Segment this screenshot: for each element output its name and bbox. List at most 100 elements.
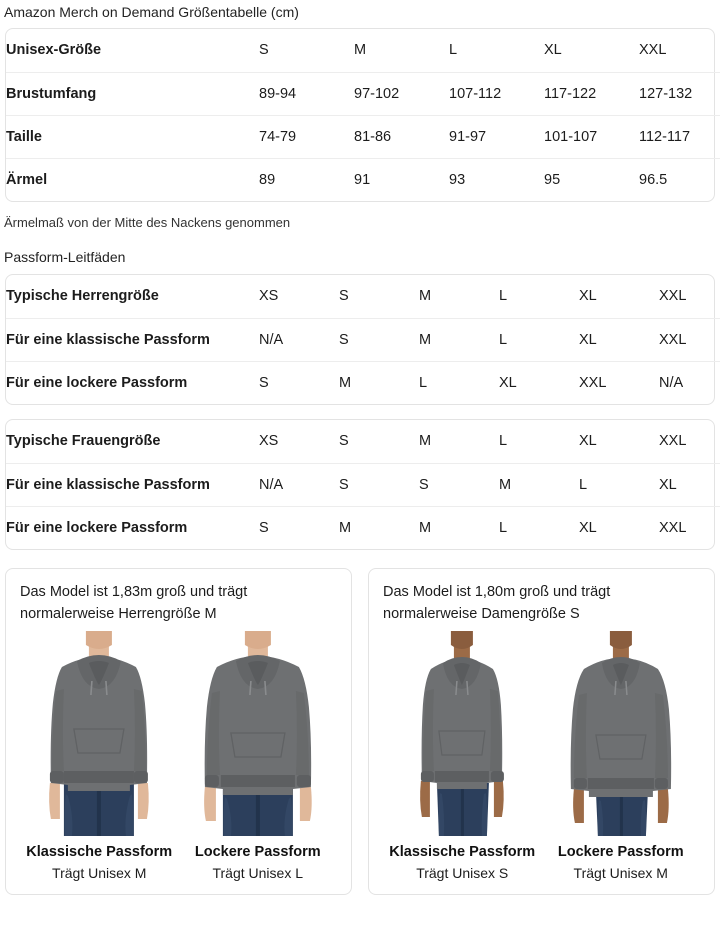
male-classic-fit-photo <box>26 631 172 836</box>
row-label-mens-loose-fit: Für eine lockere Passform <box>6 360 259 404</box>
table-row: Ärmel 89 91 93 95 96.5 <box>6 157 720 201</box>
female-loose-fit-label-group: Lockere Passform Trägt Unisex M <box>542 842 701 884</box>
female-classic-fit-size: Trägt Unisex S <box>416 865 509 881</box>
cell-mens-loose-4: XL <box>499 360 579 404</box>
column-header-m: M <box>354 42 367 59</box>
cell-mens-classic-4: L <box>499 317 579 361</box>
table-row-header: Typische Frauengröße XS S M L XL XXL <box>6 420 720 463</box>
row-label-typical-mens-size: Typische Herrengröße <box>6 288 159 305</box>
cell-chest-l: 107-112 <box>449 71 544 115</box>
cell-mens-loose-6: N/A <box>659 360 720 404</box>
male-loose-fit-photo <box>185 631 331 836</box>
cell-womens-typical-l: L <box>499 433 508 450</box>
female-classic-fit-label-group: Klassische Passform Trägt Unisex S <box>383 842 542 884</box>
table-row: Für eine klassische Passform N/A S M L X… <box>6 317 720 361</box>
female-loose-fit-size: Trägt Unisex M <box>573 865 668 881</box>
cell-mens-classic-2: S <box>339 317 419 361</box>
male-model-caption: Das Model ist 1,83m groß und trägt norma… <box>20 584 248 622</box>
cell-mens-typical-l: L <box>499 288 508 305</box>
mens-fit-table-card: Typische Herrengröße XS S M L XL XXL Für… <box>5 274 720 405</box>
cell-sleeve-m: 91 <box>354 157 449 201</box>
table-spacer <box>0 405 720 419</box>
cell-mens-classic-6: XXL <box>659 317 720 361</box>
table-row-header: Unisex-Größe S M L XL XXL <box>6 29 720 72</box>
female-loose-fit-name: Lockere Passform <box>557 844 684 860</box>
row-label-womens-loose-fit: Für eine lockere Passform <box>6 505 259 549</box>
cell-mens-typical-xxl: XXL <box>659 288 687 305</box>
size-chart-page: Amazon Merch on Demand Größentabelle (cm… <box>0 4 720 895</box>
womens-fit-table: Typische Frauengröße XS S M L XL XXL Für… <box>6 420 720 549</box>
row-label-sleeve: Ärmel <box>6 157 259 201</box>
cell-womens-loose-1: S <box>259 505 339 549</box>
womens-fit-table-card: Typische Frauengröße XS S M L XL XXL Für… <box>5 419 720 550</box>
female-model-caption: Das Model ist 1,80m groß und trägt norma… <box>383 584 611 622</box>
table-row: Für eine klassische Passform N/A S S M L… <box>6 462 720 506</box>
cell-sleeve-l: 93 <box>449 157 544 201</box>
cell-mens-typical-xs: XS <box>259 288 279 305</box>
cell-mens-classic-5: XL <box>579 317 659 361</box>
male-classic-fit-label-group: Klassische Passform Trägt Unisex M <box>20 842 179 884</box>
female-fit-labels: Klassische Passform Trägt Unisex S Locke… <box>383 842 700 884</box>
mens-fit-table: Typische Herrengröße XS S M L XL XXL Für… <box>6 275 720 404</box>
cell-womens-classic-5: L <box>579 462 659 506</box>
cell-sleeve-s: 89 <box>259 157 354 201</box>
male-fit-labels: Klassische Passform Trägt Unisex M Locke… <box>20 842 337 884</box>
cell-womens-classic-1: N/A <box>259 462 339 506</box>
cell-mens-typical-m: M <box>419 288 432 305</box>
cell-womens-loose-2: M <box>339 505 419 549</box>
cell-mens-loose-5: XXL <box>579 360 659 404</box>
cell-womens-loose-6: XXL <box>659 505 720 549</box>
male-classic-fit-size: Trägt Unisex M <box>52 865 147 881</box>
sleeve-measurement-note: Ärmelmaß von der Mitte des Nackens genom… <box>4 215 291 230</box>
female-model-figures <box>383 631 700 836</box>
cell-waist-m: 81-86 <box>354 114 449 158</box>
cell-chest-m: 97-102 <box>354 71 449 115</box>
cell-womens-typical-xl: XL <box>579 433 597 450</box>
cell-sleeve-xxl: 96.5 <box>639 157 720 201</box>
female-classic-fit-name: Klassische Passform <box>389 844 536 860</box>
female-model-panel: Das Model ist 1,80m groß und trägt norma… <box>368 568 715 895</box>
male-loose-fit-label-group: Lockere Passform Trägt Unisex L <box>179 842 338 884</box>
male-loose-fit-size: Trägt Unisex L <box>212 865 303 881</box>
row-label-waist: Taille <box>6 114 259 158</box>
cell-womens-typical-xxl: XXL <box>659 433 687 450</box>
cell-mens-classic-3: M <box>419 317 499 361</box>
cell-womens-typical-m: M <box>419 433 432 450</box>
unisex-size-table: Unisex-Größe S M L XL XXL Brustumfang 89… <box>6 29 720 201</box>
cell-mens-loose-3: L <box>419 360 499 404</box>
cell-sleeve-xl: 95 <box>544 157 639 201</box>
female-classic-fit-photo <box>389 631 535 836</box>
column-header-unisex-size: Unisex-Größe <box>6 42 102 59</box>
cell-womens-classic-2: S <box>339 462 419 506</box>
table-row: Für eine lockere Passform S M L XL XXL N… <box>6 360 720 404</box>
cell-chest-s: 89-94 <box>259 71 354 115</box>
cell-mens-typical-xl: XL <box>579 288 597 305</box>
column-header-xxl: XXL <box>639 42 667 59</box>
column-header-s: S <box>259 42 269 59</box>
male-classic-fit-name: Klassische Passform <box>26 844 173 860</box>
table-row: Für eine lockere Passform S M M L XL XXL <box>6 505 720 549</box>
fit-guides-label: Passform-Leitfäden <box>4 249 126 265</box>
table-row-header: Typische Herrengröße XS S M L XL XXL <box>6 275 720 318</box>
cell-mens-loose-1: S <box>259 360 339 404</box>
row-label-mens-classic-fit: Für eine klassische Passform <box>6 317 259 361</box>
cell-womens-typical-xs: XS <box>259 433 279 450</box>
cell-waist-xxl: 112-117 <box>639 114 720 158</box>
cell-womens-classic-4: M <box>499 462 579 506</box>
page-title: Amazon Merch on Demand Größentabelle (cm… <box>4 4 299 20</box>
female-loose-fit-photo <box>548 631 694 836</box>
male-model-panel: Das Model ist 1,83m groß und trägt norma… <box>5 568 352 895</box>
column-header-l: L <box>449 42 458 59</box>
row-label-womens-classic-fit: Für eine klassische Passform <box>6 462 259 506</box>
cell-womens-typical-s: S <box>339 433 349 450</box>
cell-waist-xl: 101-107 <box>544 114 639 158</box>
male-loose-fit-name: Lockere Passform <box>194 844 321 860</box>
cell-waist-l: 91-97 <box>449 114 544 158</box>
table-row: Brustumfang 89-94 97-102 107-112 117-122… <box>6 71 720 115</box>
cell-mens-loose-2: M <box>339 360 419 404</box>
cell-womens-loose-4: L <box>499 505 579 549</box>
cell-womens-classic-6: XL <box>659 462 720 506</box>
model-panels: Das Model ist 1,83m groß und trägt norma… <box>5 568 715 895</box>
table-row: Taille 74-79 81-86 91-97 101-107 112-117 <box>6 114 720 158</box>
cell-chest-xl: 117-122 <box>544 71 639 115</box>
